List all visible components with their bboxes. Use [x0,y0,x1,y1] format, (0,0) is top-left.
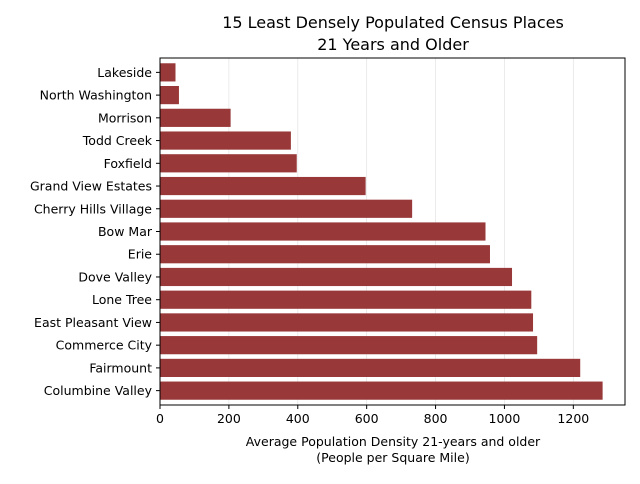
x-tick-label: 1000 [489,411,521,426]
y-tick-label: Lone Tree [92,292,152,307]
y-axis-ticks: Lakeside North Washington Morrison Todd Cre… [30,65,160,398]
x-axis-label-line-2: (People per Square Mile) [316,450,469,465]
bar [160,381,603,400]
y-tick-label: Fairmount [89,360,152,375]
bar [160,313,534,332]
y-tick-label: East Pleasant View [34,315,152,330]
x-tick-label: 600 [355,411,379,426]
y-tick-label: Todd Creek [82,133,153,148]
bar [160,245,490,264]
y-tick-label: Commerce City [56,338,153,353]
plot-frame [159,57,626,406]
y-tick-label: Cherry Hills Village [34,201,152,216]
bar [160,267,513,287]
x-axis-label: Average Population Density 21-years and … [246,434,541,465]
x-tick-label: 0 [156,411,164,426]
y-tick-label: Foxfield [104,156,152,171]
x-tick-label: 800 [424,411,448,426]
bars [160,63,603,400]
y-tick-label: Dove Valley [78,269,152,284]
y-tick-label: North Washington [40,88,152,103]
chart-title-line-2: 21 Years and Older [317,35,469,54]
bar [160,176,366,196]
bar [160,108,231,127]
bar [160,336,538,355]
bar [160,358,581,377]
y-tick-label: Grand View Estates [30,179,152,194]
bar [160,199,413,218]
x-axis-ticks: 0 200 400 600 800 1000 1200 [156,405,589,426]
x-tick-label: 1200 [557,411,589,426]
bar [160,63,176,82]
bar [160,131,291,150]
x-axis-label-line-1: Average Population Density 21-years and … [246,434,541,449]
y-tick-label: Erie [128,247,153,262]
x-tick-label: 400 [286,411,310,426]
y-tick-label: Lakeside [97,65,152,80]
x-tick-label: 200 [217,411,241,426]
bar [160,154,297,173]
bar [160,222,486,241]
y-tick-label: Columbine Valley [44,383,153,398]
y-tick-label: Morrison [98,110,152,125]
chart-title-line-1: 15 Least Densely Populated Census Places [222,13,564,32]
y-tick-label: Bow Mar [98,224,153,239]
chart-title: 15 Least Densely Populated Census Places… [222,13,564,54]
bar [160,290,532,309]
bar [160,86,179,105]
